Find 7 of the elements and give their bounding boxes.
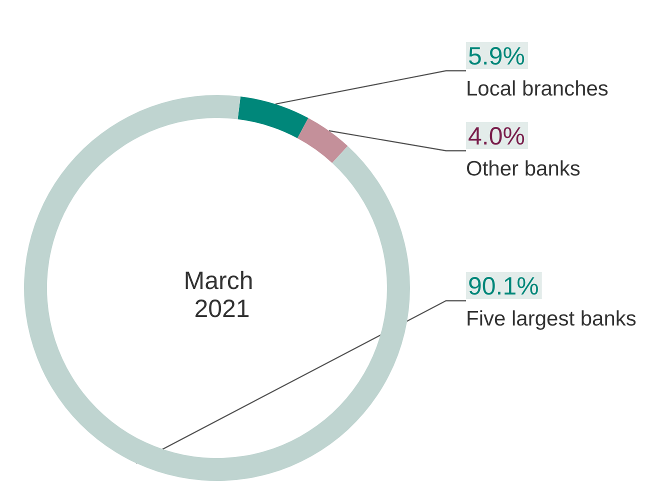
text: March 2021 — [184, 267, 260, 323]
data-label: 4.0% — [468, 122, 525, 150]
slice-label: Local branches — [466, 78, 608, 100]
slice-label: Five largest banks — [466, 308, 636, 330]
data-label: 5.9% — [468, 42, 525, 70]
data-label: 90.1% — [468, 272, 539, 300]
slice-label: Other banks — [466, 158, 580, 180]
